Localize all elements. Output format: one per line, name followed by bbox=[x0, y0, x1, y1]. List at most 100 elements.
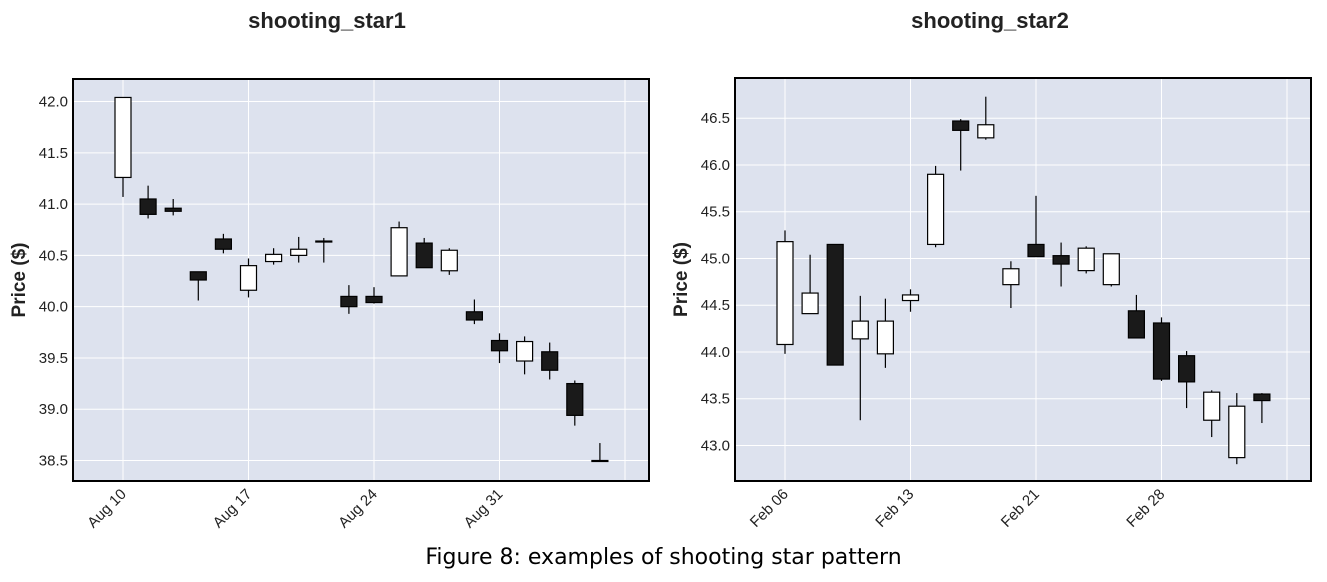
candle-body bbox=[1152, 322, 1171, 380]
candle bbox=[952, 119, 970, 171]
candle-body bbox=[1253, 393, 1271, 402]
y-tick-label: 46.5 bbox=[701, 110, 730, 127]
candle-body bbox=[164, 207, 182, 212]
candle-body bbox=[1077, 247, 1095, 272]
candle bbox=[1127, 294, 1146, 339]
y-axis-label: Price ($) bbox=[9, 243, 30, 318]
y-tick-label: 41.5 bbox=[39, 145, 68, 162]
candle bbox=[214, 233, 232, 254]
candle bbox=[1102, 253, 1120, 287]
x-tick-label: Feb 06 bbox=[747, 486, 792, 531]
x-tick-label: Aug 10 bbox=[84, 486, 130, 532]
candle-body bbox=[977, 124, 995, 139]
candle-body bbox=[214, 238, 232, 250]
y-tick-label: 46.0 bbox=[701, 157, 730, 174]
y-tick-label: 44.5 bbox=[701, 297, 730, 314]
candle-body bbox=[189, 271, 207, 281]
candle bbox=[1002, 261, 1020, 309]
chart-title: shooting_star1 bbox=[248, 8, 406, 33]
candle-body bbox=[139, 198, 157, 215]
candle bbox=[826, 243, 844, 366]
candle bbox=[541, 342, 559, 380]
candle bbox=[1077, 246, 1095, 274]
x-tick-label: Aug 24 bbox=[335, 486, 381, 532]
candle-body bbox=[926, 173, 945, 246]
candle-body bbox=[776, 241, 794, 346]
candle-body bbox=[826, 243, 844, 366]
candle-body bbox=[1203, 391, 1221, 421]
candle bbox=[566, 380, 584, 426]
candle-body bbox=[1127, 310, 1146, 339]
candle-body bbox=[265, 253, 283, 263]
y-tick-label: 44.0 bbox=[701, 344, 730, 361]
candle bbox=[164, 198, 182, 216]
x-tick-label: Feb 28 bbox=[1123, 486, 1168, 531]
x-tick-label: Aug 31 bbox=[461, 486, 507, 532]
candle bbox=[1052, 242, 1070, 287]
candle bbox=[977, 96, 995, 140]
y-tick-label: 45.0 bbox=[701, 250, 730, 267]
candle bbox=[876, 298, 895, 368]
candle bbox=[1027, 195, 1045, 258]
candle bbox=[490, 333, 509, 364]
candle bbox=[1228, 393, 1246, 465]
candle-body bbox=[566, 382, 584, 416]
candle bbox=[239, 258, 258, 298]
candle-body bbox=[315, 240, 333, 243]
figure-caption: Figure 8: examples of shooting star patt… bbox=[425, 545, 902, 570]
candle-body bbox=[1002, 268, 1020, 286]
plot-frame bbox=[734, 77, 1312, 482]
candle-body bbox=[1052, 255, 1070, 265]
candle bbox=[290, 236, 308, 263]
candle-body bbox=[851, 320, 869, 340]
y-tick-label: 45.5 bbox=[701, 204, 730, 221]
candle bbox=[851, 295, 869, 421]
candle-body bbox=[541, 351, 559, 371]
candle bbox=[926, 165, 945, 248]
x-tick-label: Feb 21 bbox=[998, 486, 1043, 531]
candle-body bbox=[340, 295, 358, 308]
candle-body bbox=[1027, 243, 1045, 258]
plot-area bbox=[735, 78, 1311, 481]
candle-body bbox=[952, 120, 970, 131]
y-tick-label: 40.0 bbox=[39, 299, 68, 316]
candle-body bbox=[290, 248, 308, 256]
candle-body bbox=[239, 265, 258, 291]
candle bbox=[139, 185, 157, 219]
candle bbox=[265, 248, 283, 265]
plot-frame bbox=[72, 78, 650, 482]
candle bbox=[390, 221, 408, 277]
chart-2: shooting_star2 43.0 43.5 44.0 44.5 45.0 45.5 46… bbox=[671, 8, 1312, 531]
candle-body bbox=[515, 340, 534, 362]
y-tick-label: 39.5 bbox=[39, 350, 68, 367]
candle bbox=[1177, 351, 1196, 409]
candle bbox=[1152, 317, 1171, 381]
candle bbox=[114, 96, 132, 197]
candle-body bbox=[876, 320, 895, 355]
y-tick-label: 39.0 bbox=[39, 401, 68, 418]
candle-body bbox=[415, 242, 433, 269]
y-tick-label: 43.5 bbox=[701, 391, 730, 408]
y-axis-label: Price ($) bbox=[671, 242, 692, 317]
candle-body bbox=[440, 249, 458, 272]
y-tick-label: 42.0 bbox=[39, 94, 68, 111]
candle-body bbox=[901, 294, 920, 302]
candle-body bbox=[801, 292, 819, 315]
candle-body bbox=[490, 339, 509, 352]
candle-body bbox=[1177, 355, 1196, 383]
plot-area bbox=[73, 79, 649, 481]
candle-body bbox=[114, 96, 132, 179]
candle bbox=[591, 443, 609, 463]
candle bbox=[189, 271, 207, 301]
y-tick-label: 40.5 bbox=[39, 247, 68, 264]
candle-body bbox=[390, 227, 408, 277]
x-tick-label: Feb 13 bbox=[872, 486, 917, 531]
candle-body bbox=[365, 295, 383, 304]
candle-body bbox=[591, 459, 609, 463]
x-tick-label: Aug 17 bbox=[210, 486, 256, 532]
candle bbox=[515, 336, 534, 375]
candle bbox=[801, 254, 819, 315]
candle bbox=[1203, 390, 1221, 438]
candle bbox=[440, 248, 458, 275]
